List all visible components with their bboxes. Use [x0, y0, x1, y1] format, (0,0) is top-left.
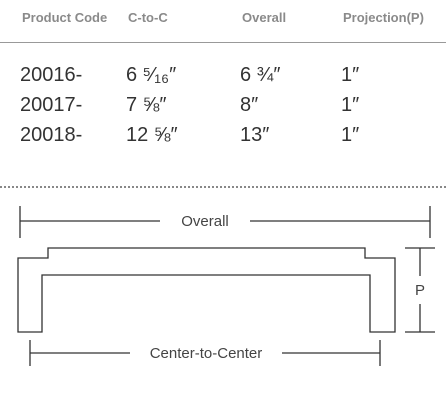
table-cell: 1″ [341, 64, 360, 86]
column-header: Overall [242, 10, 287, 25]
column-header: C-to-C [128, 10, 168, 25]
table-cell: 20017- [20, 94, 83, 116]
table-cell: 1″ [341, 124, 360, 146]
table-cell: 13″ [240, 124, 270, 146]
column-header: Projection(P) [343, 10, 424, 25]
dotted-separator [0, 186, 446, 188]
table-cell: 7 ⅝″ [126, 94, 167, 116]
header-rule [0, 42, 446, 43]
handle-outline [17, 247, 396, 333]
table-cell: 20018- [20, 124, 83, 146]
projection-label: P [415, 282, 425, 299]
table-cell: 8″ [240, 94, 259, 116]
column-header: Product Code [22, 10, 108, 25]
table-cell: 20016- [20, 64, 83, 86]
table-cell: 1″ [341, 94, 360, 116]
overall-label: Overall [181, 213, 229, 230]
center-label: Center-to-Center [150, 345, 263, 362]
table-cell: 6 ¾″ [240, 64, 281, 86]
table-cell: 6 ⁵⁄₁₆″ [126, 64, 177, 86]
table-cell: 12 ⅝″ [126, 124, 178, 146]
